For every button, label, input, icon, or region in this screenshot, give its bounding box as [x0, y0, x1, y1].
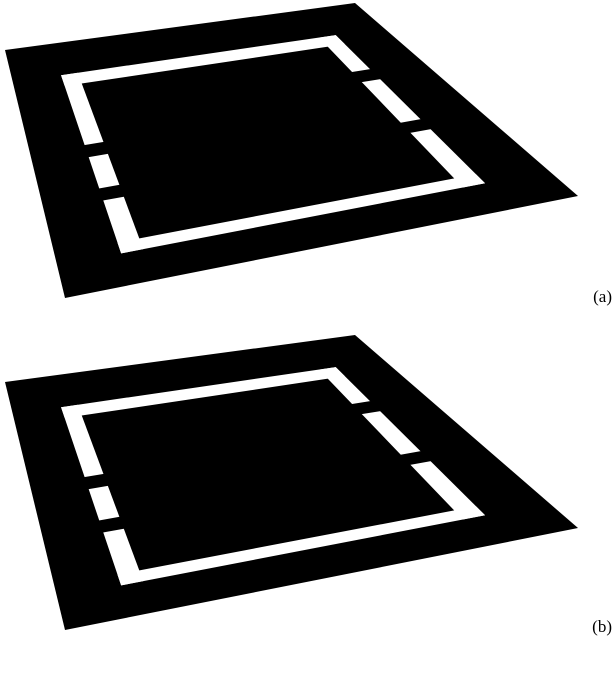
- panel-a: [5, 3, 578, 298]
- panel-label: (b): [592, 617, 612, 636]
- panel-b: [5, 335, 578, 630]
- panel-label: (a): [593, 287, 612, 306]
- figure: (a) (b): [0, 0, 616, 674]
